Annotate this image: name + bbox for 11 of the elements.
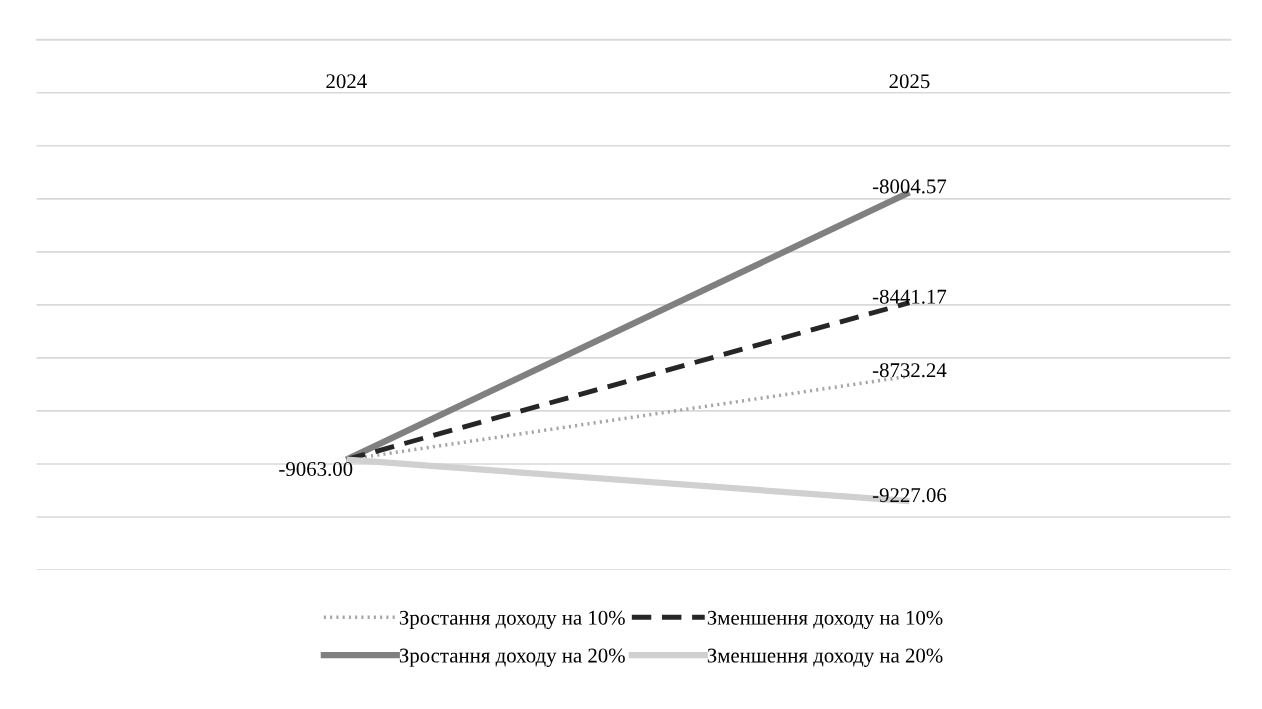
- data-label: -8441.17: [872, 289, 947, 304]
- legend-label: Зменшення доходу на 20%: [707, 648, 943, 667]
- x-tick-label: 2024: [326, 74, 367, 89]
- legend-label: Зменшення доходу на 10%: [707, 610, 943, 630]
- legend-label: Зростання доходу на 10%: [399, 610, 625, 630]
- data-label: -8732.24: [872, 363, 947, 378]
- legend-label: Зростання доходу на 20%: [399, 648, 625, 667]
- data-label: -8004.57: [872, 179, 947, 194]
- data-label: -9063.00: [279, 461, 353, 477]
- x-tick-label: 2025: [889, 74, 930, 89]
- data-label: -9227.06: [872, 488, 947, 503]
